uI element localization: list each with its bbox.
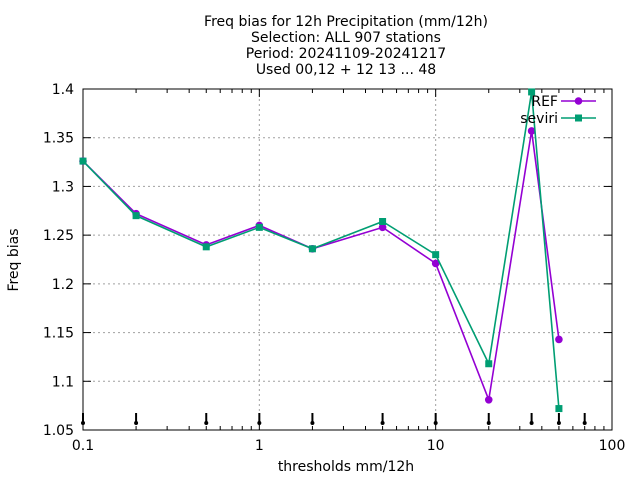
data-point-seviri — [432, 251, 440, 259]
y-tick-label: 1.05 — [43, 423, 74, 439]
plot-border — [82, 88, 613, 431]
x-tick-label: 0.1 — [72, 438, 94, 454]
data-point-seviri — [555, 405, 563, 413]
data-point-seviri — [485, 360, 493, 368]
threshold-marker-dot — [134, 421, 139, 425]
data-point-REF — [378, 223, 387, 232]
data-point-seviri — [308, 245, 316, 253]
threshold-marker-dot — [433, 421, 438, 425]
series-line-REF — [82, 130, 560, 403]
x-tick-label: 1 — [255, 438, 264, 454]
x-tick-label: 10 — [427, 438, 445, 454]
y-tick-label: 1.3 — [52, 179, 74, 195]
threshold-marker-dot — [310, 421, 315, 425]
data-point-seviri — [132, 212, 140, 220]
threshold-marker-dot — [486, 421, 491, 425]
title-line-1: Freq bias for 12h Precipitation (mm/12h) — [204, 14, 488, 30]
y-tick-label: 1.35 — [43, 131, 74, 147]
threshold-markers — [81, 413, 587, 425]
data-point-seviri — [202, 243, 210, 251]
legend-label-REF: REF — [531, 94, 558, 110]
x-tick-label: 100 — [599, 438, 626, 454]
legend-marker-seviri — [575, 114, 582, 122]
threshold-marker-dot — [81, 421, 85, 425]
data-point-seviri — [255, 223, 263, 231]
title-line-4: Used 00,12 + 12 13 ... 48 — [256, 62, 436, 78]
data-point-seviri — [379, 218, 387, 226]
data-point-REF — [484, 395, 493, 404]
y-tick-label: 1.1 — [52, 374, 74, 390]
axes: 1.05 1.1 1.15 1.2 1.25 1.3 1.35 1.4 0.1 1 10 100 — [43, 82, 626, 454]
legend-marker-REF — [574, 97, 583, 105]
title-line-2: Selection: ALL 907 stations — [251, 30, 441, 46]
y-axis-label: Freq bias — [6, 228, 22, 291]
threshold-marker-dot — [529, 421, 534, 425]
y-tick-label: 1.2 — [52, 277, 74, 293]
threshold-marker-dot — [204, 421, 209, 425]
series-layer — [79, 88, 563, 413]
threshold-marker-dot — [556, 421, 561, 425]
title-line-3: Period: 20241109-20241217 — [246, 46, 446, 62]
legend-label-seviri: seviri — [520, 111, 558, 127]
threshold-marker-dot — [582, 421, 587, 425]
data-point-REF — [431, 259, 440, 268]
data-point-seviri — [528, 88, 536, 96]
y-tick-label: 1.25 — [43, 228, 74, 244]
data-point-REF — [555, 335, 563, 344]
y-tick-label: 1.4 — [52, 82, 74, 98]
data-point-seviri — [79, 157, 87, 165]
series-line-seviri — [82, 91, 560, 409]
threshold-marker-dot — [380, 421, 385, 425]
x-axis-label: thresholds mm/12h — [278, 459, 414, 475]
y-tick-label: 1.15 — [43, 326, 74, 342]
data-point-REF — [527, 127, 536, 135]
chart-title: Freq bias for 12h Precipitation (mm/12h)… — [204, 14, 488, 78]
threshold-marker-dot — [257, 421, 262, 425]
